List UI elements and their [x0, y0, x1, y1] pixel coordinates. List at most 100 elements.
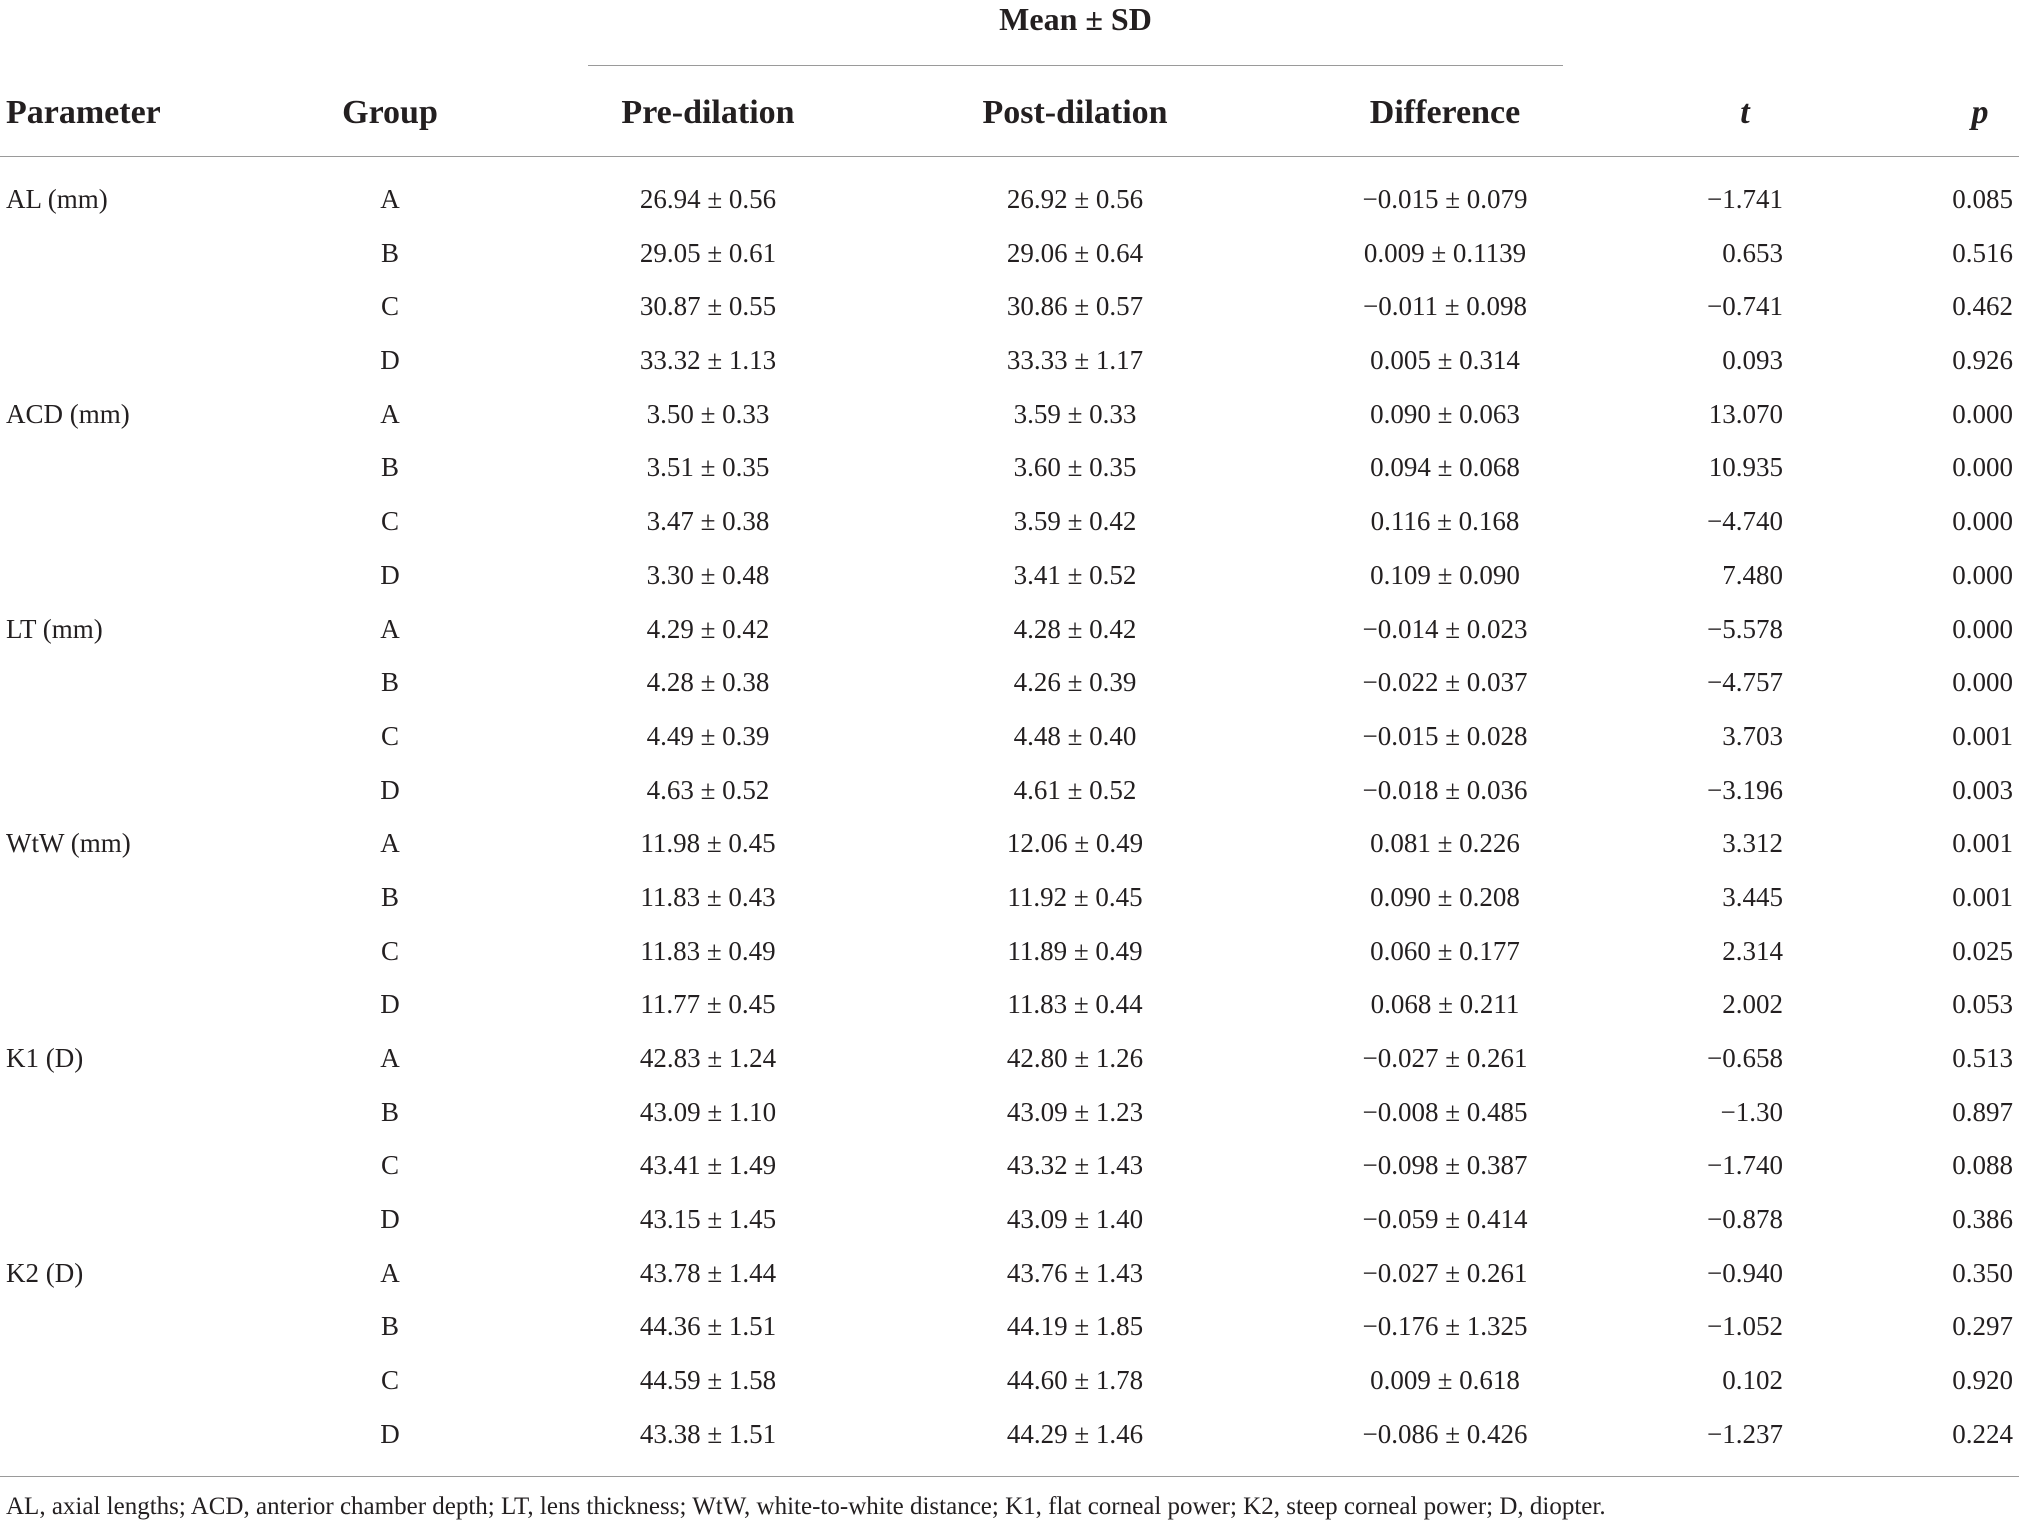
t-value-cell: −1.740	[1707, 1150, 1783, 1181]
pre-dilation-cell: 11.83 ± 0.43	[640, 881, 776, 912]
pre-dilation-cell: 43.38 ± 1.51	[639, 1418, 777, 1449]
p-value-cell: 0.513	[1952, 1043, 2013, 1073]
table-row: B 44.36 ± 1.51 44.19 ± 1.85 −0.176 ± 1.325 −…	[0, 1299, 2019, 1353]
table-row: B 29.05 ± 0.61 29.06 ± 0.64 0.009 ± 0.1139 0…	[0, 226, 2019, 280]
parameter-cell: ACD (mm)	[6, 398, 130, 429]
group-cell: C	[380, 1365, 399, 1396]
group-cell: A	[380, 828, 400, 859]
table-row: B 43.09 ± 1.10 43.09 ± 1.23 −0.008 ± 0.485 −…	[0, 1085, 2019, 1139]
p-value-cell: 0.003	[1952, 774, 2013, 805]
difference-cell: 0.116 ± 0.168	[1370, 506, 1520, 537]
post-dilation-cell: 43.32 ± 1.43	[1006, 1150, 1144, 1181]
post-dilation-cell: 11.92 ± 0.45	[1007, 881, 1143, 912]
post-dilation-cell: 43.09 ± 1.23	[1006, 1096, 1144, 1127]
column-header-parameter: Parameter	[6, 94, 161, 131]
t-value-cell: −1.30	[1720, 1096, 1783, 1127]
column-header-post-dilation: Post-dilation	[982, 94, 1168, 131]
p-value-cell: 0.000	[1952, 613, 2013, 644]
difference-cell: −0.015 ± 0.079	[1362, 184, 1528, 214]
post-dilation-cell: 4.26 ± 0.39	[1013, 667, 1137, 698]
t-value-cell: −3.196	[1707, 774, 1783, 805]
p-value-cell: 0.350	[1952, 1257, 2013, 1288]
p-value-cell: 0.001	[1952, 720, 2013, 751]
p-value-cell: 0.926	[1952, 345, 2013, 376]
pre-dilation-cell: 43.41 ± 1.49	[639, 1150, 777, 1181]
difference-cell: −0.015 ± 0.028	[1362, 720, 1528, 751]
pre-dilation-cell: 4.29 ± 0.42	[646, 613, 770, 644]
difference-cell: −0.022 ± 0.037	[1362, 667, 1528, 698]
p-value-cell: 0.224	[1952, 1418, 2013, 1449]
post-dilation-cell: 11.83 ± 0.44	[1007, 989, 1143, 1020]
difference-cell: 0.094 ± 0.068	[1370, 452, 1520, 483]
p-value-cell: 0.386	[1952, 1204, 2013, 1235]
t-value-cell: −0.658	[1707, 1043, 1783, 1073]
post-dilation-cell: 33.33 ± 1.17	[1006, 345, 1144, 376]
difference-cell: 0.068 ± 0.211	[1370, 989, 1520, 1020]
post-dilation-cell: 4.61 ± 0.52	[1013, 774, 1137, 805]
table-row: K1 (D) A 42.83 ± 1.24 42.80 ± 1.26 −0.027 ± …	[0, 1031, 2019, 1085]
post-dilation-cell: 42.80 ± 1.26	[1006, 1043, 1144, 1073]
pre-dilation-cell: 44.59 ± 1.58	[639, 1365, 777, 1396]
difference-cell: 0.109 ± 0.090	[1370, 559, 1520, 590]
t-value-cell: −4.740	[1707, 506, 1783, 537]
p-value-cell: 0.000	[1952, 398, 2013, 429]
pre-dilation-cell: 43.15 ± 1.45	[639, 1204, 777, 1235]
difference-cell: 0.005 ± 0.314	[1370, 345, 1520, 376]
table-row: D 3.30 ± 0.48 3.41 ± 0.52 0.109 ± 0.090 7.48…	[0, 548, 2019, 602]
group-cell: D	[380, 1204, 400, 1235]
t-value-cell: 3.445	[1722, 881, 1783, 912]
post-dilation-cell: 30.86 ± 0.57	[1006, 291, 1144, 322]
group-cell: D	[380, 989, 400, 1020]
p-value-cell: 0.920	[1952, 1365, 2013, 1396]
column-header-p: p	[1971, 94, 1989, 131]
parameter-cell: WtW (mm)	[6, 828, 131, 859]
pre-dilation-cell: 44.36 ± 1.51	[639, 1311, 777, 1342]
group-cell: B	[380, 1311, 399, 1342]
p-value-cell: 0.001	[1952, 828, 2013, 859]
pre-dilation-cell: 11.77 ± 0.45	[640, 989, 776, 1020]
post-dilation-cell: 26.92 ± 0.56	[1006, 184, 1144, 214]
t-value-cell: 0.093	[1722, 345, 1783, 376]
parameter-cell: K1 (D)	[6, 1043, 84, 1073]
t-value-cell: −1.237	[1707, 1418, 1783, 1449]
t-value-cell: −1.052	[1707, 1311, 1783, 1342]
t-value-cell: −1.741	[1707, 184, 1783, 214]
table-row: C 3.47 ± 0.38 3.59 ± 0.42 0.116 ± 0.168 −4.7…	[0, 494, 2019, 548]
post-dilation-cell: 11.89 ± 0.49	[1007, 935, 1143, 966]
post-dilation-cell: 43.76 ± 1.43	[1006, 1257, 1144, 1288]
pre-dilation-cell: 3.51 ± 0.35	[646, 452, 770, 483]
group-cell: C	[380, 1150, 399, 1181]
pre-dilation-cell: 26.94 ± 0.56	[639, 184, 777, 214]
pre-dilation-cell: 43.78 ± 1.44	[639, 1257, 777, 1288]
column-header-difference: Difference	[1369, 94, 1521, 131]
t-value-cell: 13.070	[1708, 398, 1783, 429]
t-value-cell: 2.314	[1722, 935, 1783, 966]
mean-sd-group-header: Mean ± SD	[999, 1, 1152, 37]
p-value-cell: 0.085	[1952, 184, 2013, 214]
group-cell: B	[380, 1096, 399, 1127]
group-header-rule	[588, 65, 1563, 66]
t-value-cell: −0.741	[1707, 291, 1783, 322]
post-dilation-cell: 3.41 ± 0.52	[1013, 559, 1137, 590]
group-cell: B	[380, 237, 399, 268]
group-cell: C	[380, 935, 399, 966]
pre-dilation-cell: 4.63 ± 0.52	[646, 774, 770, 805]
pre-dilation-cell: 43.09 ± 1.10	[639, 1096, 777, 1127]
difference-cell: −0.011 ± 0.098	[1362, 291, 1528, 322]
table-row: ACD (mm) A 3.50 ± 0.33 3.59 ± 0.33 0.090 ± 0…	[0, 387, 2019, 441]
t-value-cell: 0.102	[1722, 1365, 1783, 1396]
group-cell: B	[380, 881, 399, 912]
column-header-pre-dilation: Pre-dilation	[621, 94, 795, 131]
post-dilation-cell: 3.59 ± 0.42	[1013, 506, 1137, 537]
footer-rule	[0, 1476, 2019, 1477]
difference-cell: −0.018 ± 0.036	[1362, 774, 1528, 805]
pre-dilation-cell: 4.28 ± 0.38	[646, 667, 770, 698]
post-dilation-cell: 3.60 ± 0.35	[1013, 452, 1137, 483]
difference-cell: −0.014 ± 0.023	[1362, 613, 1528, 644]
table-row: C 30.87 ± 0.55 30.86 ± 0.57 −0.011 ± 0.098 −…	[0, 279, 2019, 333]
difference-cell: −0.086 ± 0.426	[1362, 1418, 1528, 1449]
group-cell: D	[380, 1418, 400, 1449]
table-footnote: AL, axial lengths; ACD, anterior chamber…	[6, 1493, 1606, 1520]
p-value-cell: 0.025	[1952, 935, 2013, 966]
t-value-cell: −4.757	[1707, 667, 1783, 698]
